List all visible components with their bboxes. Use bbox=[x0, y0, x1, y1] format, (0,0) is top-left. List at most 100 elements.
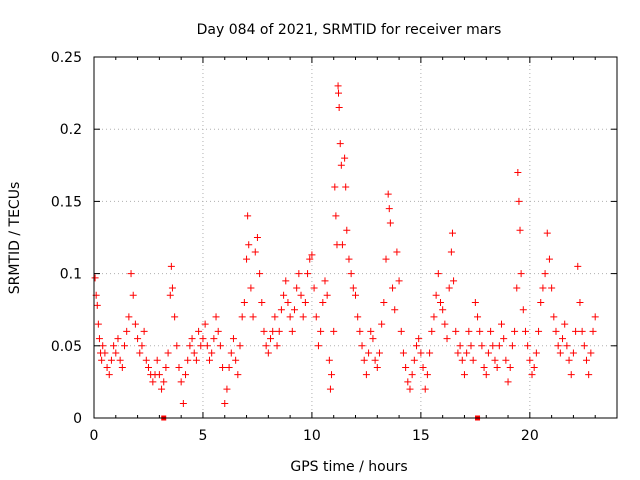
data-point bbox=[572, 327, 580, 335]
data-point bbox=[262, 342, 270, 350]
data-point bbox=[94, 320, 102, 328]
data-point bbox=[219, 363, 227, 371]
data-point bbox=[524, 342, 532, 350]
data-point bbox=[391, 306, 399, 314]
data-point bbox=[402, 363, 410, 371]
data-point bbox=[513, 284, 521, 292]
data-point bbox=[229, 335, 237, 343]
data-point bbox=[299, 313, 307, 321]
y-tick-label: 0.2 bbox=[60, 122, 82, 138]
data-point bbox=[186, 342, 194, 350]
data-point bbox=[511, 327, 519, 335]
data-point bbox=[352, 291, 359, 299]
data-point bbox=[236, 342, 244, 350]
x-tick-label: 0 bbox=[90, 428, 99, 444]
data-point bbox=[258, 298, 266, 306]
y-tick-label: 0.15 bbox=[51, 194, 82, 210]
data-point bbox=[458, 356, 466, 364]
data-point bbox=[487, 327, 495, 335]
data-point bbox=[362, 371, 370, 379]
data-point bbox=[214, 327, 222, 335]
data-point bbox=[105, 371, 113, 379]
data-point bbox=[240, 298, 248, 306]
data-point bbox=[208, 349, 216, 357]
y-tick-label: 0 bbox=[73, 411, 82, 427]
data-point bbox=[456, 342, 464, 350]
data-point bbox=[543, 229, 551, 237]
data-point bbox=[576, 298, 584, 306]
data-point bbox=[269, 327, 277, 335]
data-point bbox=[421, 385, 429, 393]
data-point bbox=[591, 313, 599, 321]
data-point bbox=[478, 342, 486, 350]
data-point bbox=[107, 356, 115, 364]
y-tick-label: 0.05 bbox=[51, 339, 82, 355]
data-point bbox=[406, 385, 414, 393]
data-point bbox=[436, 298, 444, 306]
data-point bbox=[552, 327, 560, 335]
data-point bbox=[142, 356, 150, 364]
data-point bbox=[136, 349, 144, 357]
data-point bbox=[517, 270, 525, 278]
data-point bbox=[415, 335, 423, 343]
data-point bbox=[539, 284, 547, 292]
data-point bbox=[295, 270, 303, 278]
data-point bbox=[373, 363, 381, 371]
data-point bbox=[140, 327, 148, 335]
data-point bbox=[519, 306, 527, 314]
data-point bbox=[498, 320, 506, 328]
data-point bbox=[500, 335, 508, 343]
data-point bbox=[160, 378, 168, 386]
data-point bbox=[342, 183, 350, 191]
data-point bbox=[354, 313, 362, 321]
data-point bbox=[212, 313, 220, 321]
data-point bbox=[365, 349, 373, 357]
data-point bbox=[515, 197, 523, 205]
data-point bbox=[267, 335, 275, 343]
data-point bbox=[98, 356, 106, 364]
data-point bbox=[335, 104, 343, 112]
data-point bbox=[445, 284, 453, 292]
data-point bbox=[347, 270, 355, 278]
data-point bbox=[569, 349, 577, 357]
data-point bbox=[541, 270, 549, 278]
data-point bbox=[171, 313, 179, 321]
data-point bbox=[210, 335, 218, 343]
data-points bbox=[91, 82, 599, 408]
data-point bbox=[469, 356, 477, 364]
data-point bbox=[164, 349, 172, 357]
data-point bbox=[508, 342, 516, 350]
data-point bbox=[393, 248, 401, 256]
data-point bbox=[360, 356, 368, 364]
data-point bbox=[578, 327, 586, 335]
data-point bbox=[559, 335, 567, 343]
data-point bbox=[397, 327, 405, 335]
data-point bbox=[195, 327, 203, 335]
data-point bbox=[225, 363, 233, 371]
data-point bbox=[413, 342, 421, 350]
data-point bbox=[290, 306, 298, 314]
x-tick-label: 15 bbox=[412, 428, 430, 444]
x-axis-label: GPS time / hours bbox=[290, 459, 407, 475]
data-point bbox=[332, 212, 340, 220]
data-point bbox=[504, 378, 512, 386]
data-point bbox=[144, 363, 152, 371]
data-point bbox=[243, 255, 251, 263]
data-point bbox=[502, 356, 510, 364]
data-point bbox=[216, 342, 224, 350]
data-point bbox=[301, 298, 309, 306]
data-point bbox=[563, 342, 571, 350]
data-point bbox=[454, 349, 462, 357]
data-point bbox=[123, 327, 131, 335]
data-point bbox=[371, 356, 379, 364]
data-point bbox=[153, 356, 161, 364]
data-point bbox=[410, 356, 418, 364]
data-point bbox=[399, 349, 407, 357]
data-point bbox=[203, 342, 211, 350]
data-point bbox=[251, 248, 259, 256]
data-point bbox=[408, 371, 416, 379]
data-point bbox=[580, 342, 588, 350]
axis-ticks: 0 5 10 15 20 0 0.05 0.1 0.15 0.2 0.25 bbox=[51, 50, 617, 444]
data-point bbox=[321, 277, 329, 285]
